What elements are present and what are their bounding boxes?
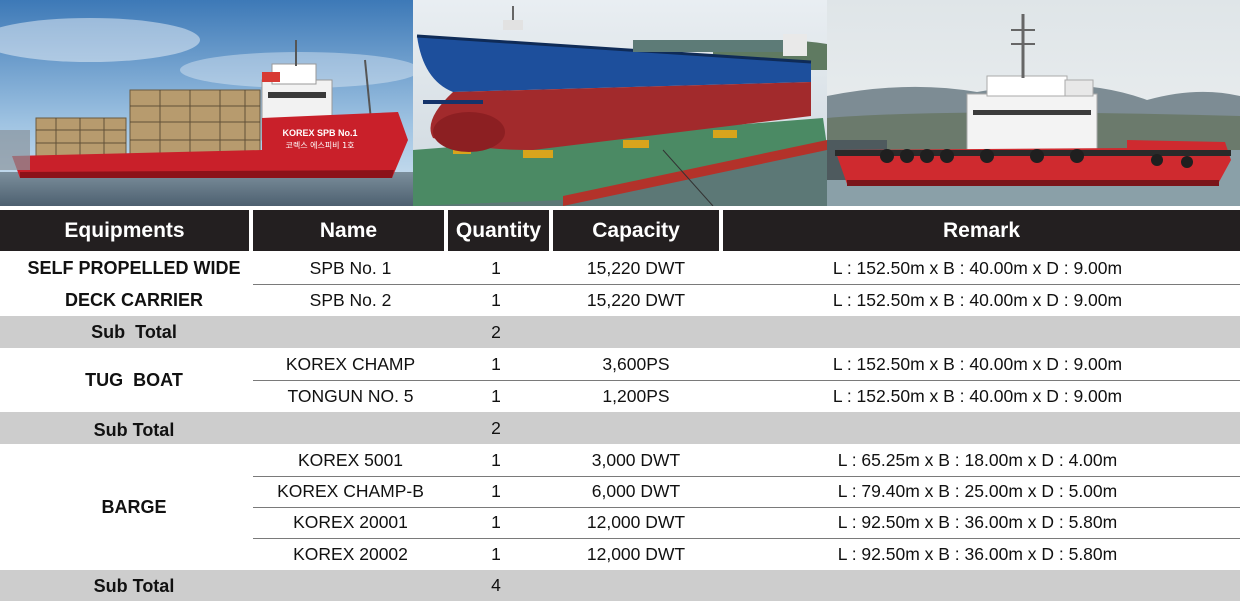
cell-remark: L : 152.50m x B : 40.00m x D : 9.00m: [832, 353, 1123, 374]
cell-remark: L : 79.40m x B : 25.00m x D : 5.00m: [837, 481, 1118, 501]
subtotal-band: [0, 316, 1240, 348]
header-remark: Remark: [723, 210, 1240, 251]
cell-remark: L : 152.50m x B : 40.00m x D : 9.00m: [832, 289, 1123, 310]
header-name: Name: [253, 210, 444, 251]
subtotal-value: 2: [491, 321, 501, 342]
photo-strip: KOREX SPB No.1 코렉스 에스피비 1호: [0, 0, 1240, 206]
ship-name-text: KOREX SPB No.1: [282, 128, 357, 138]
subtotal-band: [0, 412, 1240, 444]
cell-name: KOREX 20002: [293, 543, 408, 564]
cell-capacity: 15,220 DWT: [586, 257, 686, 278]
tug-boat-illustration: [827, 0, 1240, 206]
row-divider: [253, 284, 1240, 285]
cell-capacity: 1,200PS: [602, 385, 670, 406]
cell-capacity: 12,000 DWT: [586, 512, 686, 532]
subtotal-label: Sub Total: [93, 420, 175, 440]
header-capacity: Capacity: [553, 210, 719, 251]
category-line: BARGE: [101, 497, 167, 517]
cell-capacity: 6,000 DWT: [591, 481, 681, 501]
cell-capacity: 3,600PS: [602, 353, 670, 374]
row-divider: [253, 476, 1240, 477]
category-line: TUG BOAT: [85, 370, 183, 390]
row-divider: [253, 507, 1240, 508]
cell-name: SPB No. 2: [309, 289, 392, 310]
tanker-illustration: [413, 0, 827, 206]
cell-quantity: 1: [491, 385, 501, 406]
deck-carrier-illustration: KOREX SPB No.1 코렉스 에스피비 1호: [0, 0, 413, 206]
cell-quantity: 1: [491, 353, 501, 374]
photo-deck-carrier: KOREX SPB No.1 코렉스 에스피비 1호: [0, 0, 413, 206]
subtotal-band: [0, 570, 1240, 601]
cell-quantity: 1: [491, 449, 501, 470]
cell-capacity: 3,000 DWT: [591, 449, 681, 470]
category-line: SELF PROPELLED WIDE: [27, 258, 241, 278]
cell-capacity: 15,220 DWT: [586, 289, 686, 310]
category-barge: BARGE: [0, 444, 268, 570]
cell-capacity: 12,000 DWT: [586, 543, 686, 564]
cell-quantity: 1: [491, 257, 501, 278]
category-deck-carrier: SELF PROPELLED WIDE DECK CARRIER: [0, 252, 268, 316]
subtotal-value: 2: [491, 417, 501, 438]
cell-quantity: 1: [491, 289, 501, 310]
row-divider: [253, 380, 1240, 381]
cell-quantity: 1: [491, 543, 501, 564]
cell-remark: L : 92.50m x B : 36.00m x D : 5.80m: [837, 512, 1118, 532]
ship-name-korean-text: 코렉스 에스피비 1호: [285, 140, 354, 150]
cell-remark: L : 152.50m x B : 40.00m x D : 9.00m: [832, 385, 1123, 406]
cell-name: KOREX 5001: [297, 449, 404, 470]
category-tug-boat: TUG BOAT: [0, 348, 268, 412]
cell-remark: L : 92.50m x B : 36.00m x D : 5.80m: [837, 543, 1118, 564]
cell-name: KOREX CHAMP-B: [277, 481, 424, 501]
header-equipments: Equipments: [0, 210, 249, 251]
subtotal-label: Sub Total: [91, 322, 177, 342]
category-line: DECK CARRIER: [64, 290, 203, 310]
equipment-table: Equipments Name Quantity Capacity Remark…: [0, 210, 1240, 601]
cell-remark: L : 65.25m x B : 18.00m x D : 4.00m: [837, 449, 1118, 470]
row-divider: [253, 538, 1240, 539]
subtotal-value: 4: [491, 575, 501, 595]
cell-name: TONGUN NO. 5: [287, 385, 414, 406]
cell-quantity: 1: [491, 512, 501, 532]
header-quantity: Quantity: [448, 210, 549, 251]
cell-quantity: 1: [491, 481, 501, 501]
subtotal-label: Sub Total: [93, 575, 175, 596]
cell-remark: L : 152.50m x B : 40.00m x D : 9.00m: [832, 257, 1123, 278]
cell-name: KOREX CHAMP: [285, 353, 416, 374]
cell-name: SPB No. 1: [309, 257, 392, 278]
cell-name: KOREX 20001: [293, 512, 408, 532]
photo-tanker-on-barge: [413, 0, 827, 206]
photo-tug-boat: [827, 0, 1240, 206]
